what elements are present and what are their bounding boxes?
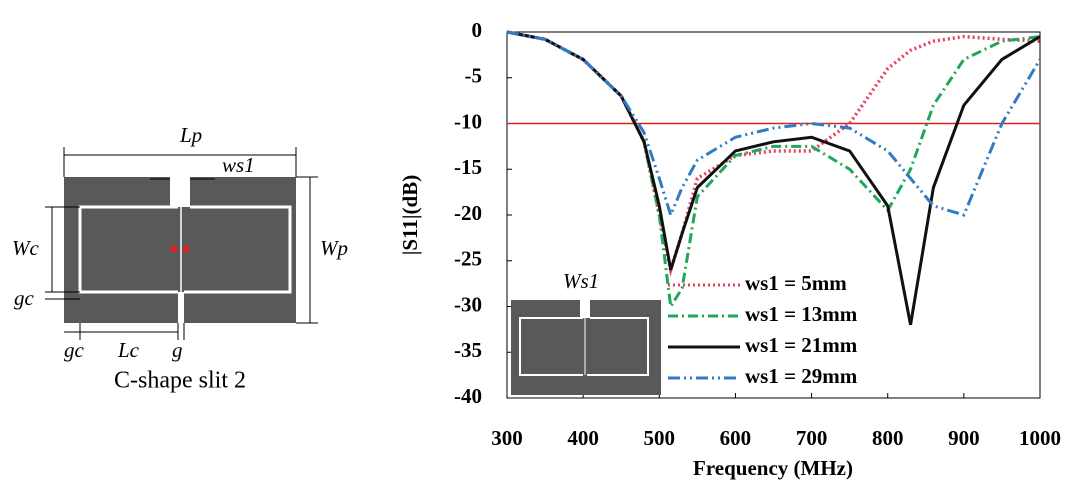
x-axis-label: Frequency (MHz): [693, 456, 853, 480]
dim-label: gc: [14, 286, 35, 310]
dim-label: Wc: [12, 236, 39, 260]
x-tick-label: 800: [872, 426, 904, 450]
legend-label: ws1 = 13mm: [745, 302, 858, 326]
dim-label: Lp: [179, 123, 202, 147]
dim-label: gc: [64, 338, 85, 362]
x-tick-label: 300: [491, 426, 523, 450]
gap: [178, 292, 184, 323]
feed-point: [183, 246, 190, 253]
x-tick-label: 400: [567, 426, 599, 450]
dim-label: ws1: [222, 153, 255, 177]
series-line: [507, 32, 1040, 307]
inset-label: Ws1: [563, 269, 599, 293]
y-tick-label: -35: [454, 338, 482, 362]
y-tick-label: 0: [472, 18, 483, 42]
legend-label: ws1 = 21mm: [745, 333, 858, 357]
slit: [170, 177, 190, 207]
x-tick-label: 600: [720, 426, 752, 450]
y-tick-label: -25: [454, 247, 482, 271]
antenna-diagram: Lp ws1 Wc Wp gc gc Lc g C-shape slit 2: [12, 123, 348, 394]
feed-point: [171, 246, 178, 253]
x-tick-label: 900: [948, 426, 980, 450]
legend-label: ws1 = 29mm: [745, 364, 858, 388]
x-tick-label: 500: [644, 426, 676, 450]
y-tick-label: -10: [454, 109, 482, 133]
y-tick-label: -20: [454, 201, 482, 225]
y-axis-label: |S11|(dB): [398, 175, 422, 255]
legend-label: ws1 = 5mm: [745, 271, 847, 295]
y-tick-label: -5: [465, 64, 483, 88]
inset: Ws1: [511, 269, 661, 395]
dim-label: g: [172, 338, 183, 362]
figure: Lp ws1 Wc Wp gc gc Lc g C-shape slit 2 |…: [0, 0, 1074, 489]
x-tick-label: 700: [796, 426, 828, 450]
dim-label: Wp: [320, 236, 348, 260]
y-tick-label: -30: [454, 292, 482, 316]
y-tick-label: -15: [454, 155, 482, 179]
y-tick-label: -40: [454, 384, 482, 408]
caption: C-shape slit 2: [114, 368, 246, 394]
x-tick-label: 1000: [1019, 426, 1061, 450]
dim-label: Lc: [117, 338, 140, 362]
